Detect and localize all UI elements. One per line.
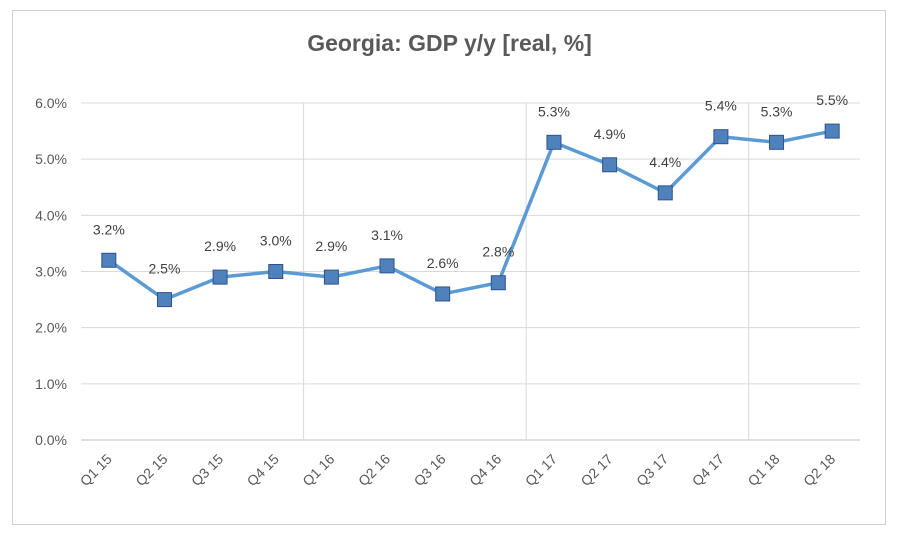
x-tick-label: Q3 17 — [633, 451, 671, 489]
x-tick-label: Q2 18 — [800, 451, 838, 489]
chart-title: Georgia: GDP y/y [real, %] — [307, 30, 592, 56]
x-tick-label: Q3 15 — [188, 451, 226, 489]
data-label: 2.9% — [315, 238, 347, 254]
data-label: 3.2% — [93, 221, 125, 237]
x-tick-label: Q1 18 — [744, 451, 782, 489]
series-line — [107, 129, 833, 302]
chart-frame — [12, 10, 886, 525]
data-point-marker — [546, 134, 562, 150]
data-label: 2.8% — [482, 244, 514, 260]
y-tick-label: 4.0% — [35, 207, 67, 223]
data-point-marker — [824, 123, 840, 139]
data-point-marker — [323, 269, 339, 285]
y-tick-label: 6.0% — [35, 95, 67, 111]
data-point-marker — [379, 258, 395, 274]
x-tick-label: Q1 16 — [299, 451, 337, 489]
data-label: 2.9% — [204, 238, 236, 254]
y-tick-label: 3.0% — [35, 264, 67, 280]
data-label: 5.5% — [816, 92, 848, 108]
data-point-marker — [602, 157, 618, 173]
data-label: 5.3% — [761, 103, 793, 119]
y-tick-label: 2.0% — [35, 320, 67, 336]
y-tick-label: 0.0% — [35, 432, 67, 448]
x-tick-label: Q2 16 — [355, 451, 393, 489]
data-point-marker — [769, 134, 785, 150]
data-point-marker — [435, 286, 451, 302]
data-label: 5.4% — [705, 98, 737, 114]
data-point-marker — [490, 275, 506, 291]
data-label: 2.6% — [427, 255, 459, 271]
data-label: 3.0% — [260, 233, 292, 249]
data-label: 4.4% — [649, 154, 681, 170]
data-label: 2.5% — [149, 261, 181, 277]
y-tick-label: 1.0% — [35, 376, 67, 392]
data-point-marker — [713, 129, 729, 145]
x-tick-label: Q1 17 — [522, 451, 560, 489]
data-point-marker — [212, 269, 228, 285]
data-point-marker — [657, 185, 673, 201]
data-point-marker — [101, 252, 117, 268]
x-tick-label: Q2 15 — [132, 451, 170, 489]
x-tick-label: Q3 16 — [411, 451, 449, 489]
data-point-marker — [268, 264, 284, 279]
data-label: 3.1% — [371, 227, 403, 243]
data-point-marker — [156, 292, 172, 308]
x-tick-label: Q4 16 — [466, 451, 504, 489]
y-tick-label: 5.0% — [35, 151, 67, 167]
x-tick-label: Q4 15 — [244, 451, 282, 489]
data-label: 5.3% — [538, 103, 570, 119]
x-tick-label: Q4 17 — [689, 451, 727, 489]
data-label: 4.9% — [594, 126, 626, 142]
x-tick-label: Q1 15 — [77, 451, 115, 489]
x-tick-label: Q2 17 — [577, 451, 615, 489]
